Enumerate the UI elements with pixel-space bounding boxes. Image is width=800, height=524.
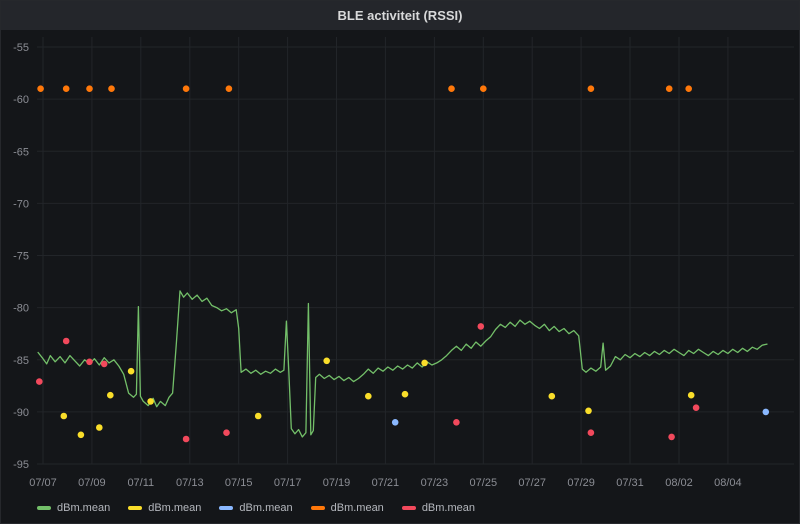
x-tick-label: 07/09 <box>78 477 106 489</box>
x-tick-label: 07/07 <box>29 477 57 489</box>
legend-item-green[interactable]: dBm.mean <box>37 502 110 514</box>
x-tick-label: 08/02 <box>665 477 693 489</box>
x-tick-label: 07/15 <box>225 477 253 489</box>
chart-area: -55 -60 -65 -70 -75 -80 -85 -90 -95 07/07 07/09 07/… <box>1 31 799 493</box>
y-tick-label: -60 <box>13 94 29 106</box>
series-color-swatch <box>310 506 325 510</box>
panel-title[interactable]: BLE activiteit (RSSI) <box>337 8 463 23</box>
y-tick-label: -70 <box>13 198 29 210</box>
y-tick-label: -85 <box>13 355 29 367</box>
legend-item-red[interactable]: dBm.mean <box>401 502 476 514</box>
legend-label: dBm.mean <box>239 502 293 514</box>
x-tick-label: 07/25 <box>470 477 498 489</box>
series-color-swatch <box>401 506 416 510</box>
legend-label: dBm.mean <box>57 502 111 514</box>
y-tick-label: -65 <box>13 146 29 158</box>
legend-label: dBm.mean <box>421 502 476 514</box>
x-tick-label: 08/04 <box>714 477 742 489</box>
y-tick-label: -75 <box>13 251 29 263</box>
legend-item-blue[interactable]: dBm.mean <box>219 502 293 514</box>
legend-item-orange[interactable]: dBm.mean <box>310 502 384 514</box>
x-tick-label: 07/19 <box>323 477 351 489</box>
y-axis-labels: -55 -60 -65 -70 -75 -80 -85 -90 -95 <box>13 42 29 471</box>
x-tick-label: 07/17 <box>274 477 302 489</box>
x-tick-label: 07/13 <box>176 477 204 489</box>
x-tick-label: 07/23 <box>421 477 449 489</box>
series-dBm-mean-blue <box>391 408 770 426</box>
y-tick-label: -95 <box>13 459 29 471</box>
y-tick-label: -90 <box>13 407 29 419</box>
x-axis-labels: 07/07 07/09 07/11 07/13 07/15 07/17 07/19 07/21… <box>29 477 741 489</box>
series-dBm-mean-line <box>37 290 768 438</box>
y-tick-label: -55 <box>13 42 29 54</box>
legend: dBm.mean dBm.mean dBm.mean dBm.mean dBm.… <box>1 493 799 523</box>
series-color-swatch <box>128 506 143 510</box>
y-tick-label: -80 <box>13 303 29 315</box>
plot-area[interactable] <box>37 37 794 464</box>
grid <box>37 37 794 465</box>
legend-label: dBm.mean <box>330 502 384 514</box>
legend-item-yellow[interactable]: dBm.mean <box>128 502 201 514</box>
series-color-swatch <box>219 506 234 510</box>
legend-label: dBm.mean <box>148 502 202 514</box>
x-tick-label: 07/27 <box>518 477 546 489</box>
x-tick-label: 07/21 <box>372 477 400 489</box>
series-color-swatch <box>37 506 51 510</box>
x-tick-label: 07/31 <box>616 477 644 489</box>
series-dBm-mean-orange <box>37 85 692 92</box>
series-dBm-mean-yellow <box>60 357 695 439</box>
panel-header: BLE activiteit (RSSI) <box>1 1 799 31</box>
x-tick-label: 07/29 <box>567 477 595 489</box>
x-tick-label: 07/11 <box>127 477 154 489</box>
series-dBm-mean-red <box>36 323 700 443</box>
